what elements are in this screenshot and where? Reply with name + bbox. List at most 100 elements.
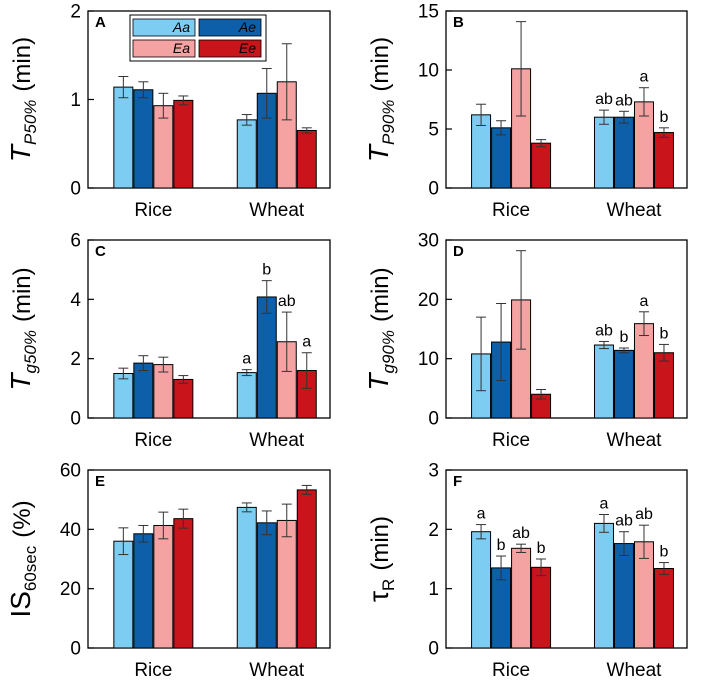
significance-label: ab [615, 513, 633, 530]
bar-ea-wheat [633, 323, 654, 419]
y-tick-label: 2 [70, 349, 81, 370]
y-tick-label: 0 [70, 179, 81, 200]
y-axis-label: TP90% (min) [363, 37, 398, 162]
plot-frame [87, 239, 331, 419]
panel-e: 0 20 40 60 E IS60sec (%) Rice Wheat [5, 461, 331, 681]
bar-ae-wheat [256, 522, 277, 649]
x-category-label: Wheat [607, 660, 663, 681]
x-category-label: Rice [134, 430, 172, 451]
y-tick-label: 1 [70, 90, 81, 111]
bar-ee-wheat [653, 352, 674, 419]
bar-aa-wheat [593, 116, 614, 189]
panel-letter: E [95, 473, 105, 490]
bar-ee-wheat [296, 129, 317, 189]
y-tick-label: 0 [70, 639, 81, 660]
significance-label: b [620, 329, 629, 346]
significance-label: a [640, 293, 649, 310]
x-category-label: Rice [492, 430, 530, 451]
bar-ee-rice [531, 142, 552, 189]
bar-ee-rice [173, 378, 194, 419]
bar-ae-rice [133, 362, 154, 419]
significance-label: b [497, 537, 506, 554]
significance-label: ab [635, 506, 653, 523]
bar-ea-rice [153, 364, 174, 419]
legend-swatch-ee [198, 39, 262, 58]
y-axis-label: TP50% (min) [5, 37, 40, 162]
bar-ea-wheat [276, 519, 297, 649]
bar-ae-rice [491, 127, 512, 189]
significance-label: b [660, 325, 669, 342]
y-tick-label: 1 [428, 579, 439, 600]
y-axis-label-unit: (min) [9, 267, 36, 322]
y-tick-label: 0 [70, 409, 81, 430]
y-axis-label-subscript: P90% [379, 100, 398, 145]
y-tick-label: 0 [428, 639, 439, 660]
bar-aa-wheat [236, 372, 257, 419]
x-category-label: Wheat [249, 430, 305, 451]
y-tick-label: 5 [428, 120, 439, 141]
y-axis-label-main: T [363, 143, 394, 162]
x-category-label: Rice [492, 200, 530, 221]
x-category-label: Wheat [607, 430, 663, 451]
y-tick-label: 2 [428, 520, 439, 541]
legend-label-ea: Ea [173, 40, 190, 56]
legend-swatch-ea [132, 39, 196, 58]
x-category-label: Rice [492, 660, 530, 681]
y-tick-label: 20 [60, 579, 81, 600]
significance-label: ab [512, 525, 530, 542]
y-axis-label-subscript: g90% [379, 330, 398, 373]
bar-ea-rice [511, 547, 532, 649]
bar-ea-rice [153, 524, 174, 649]
y-axis-label: τR (min) [363, 516, 398, 602]
legend-label-ae: Ae [238, 19, 256, 35]
y-tick-label: 20 [418, 290, 439, 311]
significance-label: ab [595, 322, 613, 339]
bar-ee-rice [173, 518, 194, 649]
y-axis-label-subscript: g50% [21, 330, 40, 373]
significance-label: ab [595, 91, 613, 108]
y-tick-label: 60 [60, 461, 81, 482]
y-tick-label: 3 [428, 461, 439, 482]
bar-ae-wheat [613, 349, 634, 419]
significance-label: a [477, 506, 486, 523]
bar-ae-rice [133, 89, 154, 189]
bar-aa-rice [113, 373, 134, 419]
bar-ae-rice [133, 533, 154, 649]
panel-letter: D [453, 243, 464, 260]
plot-frame [445, 239, 688, 419]
bar-ee-wheat [653, 132, 674, 189]
y-axis-label-main: T [5, 372, 36, 391]
y-tick-label: 40 [60, 520, 81, 541]
x-category-label: Wheat [249, 200, 305, 221]
y-axis-label-unit: (%) [9, 500, 36, 537]
plot-frame [445, 10, 688, 189]
significance-label: a [242, 351, 251, 368]
y-axis-label-main: IS [5, 591, 36, 617]
bar-aa-wheat [236, 119, 257, 189]
y-axis-label-unit: (min) [367, 267, 394, 322]
significance-label: b [660, 109, 669, 126]
bar-aa-rice [113, 540, 134, 649]
legend: Aa Ae Ea Ee [129, 14, 267, 62]
bar-ee-wheat [653, 567, 674, 649]
y-tick-label: 6 [70, 231, 81, 252]
y-axis-label: Tg90% (min) [363, 267, 398, 390]
y-tick-label: 10 [418, 349, 439, 370]
y-tick-label: 10 [418, 61, 439, 82]
bar-ee-rice [531, 566, 552, 649]
bar-aa-wheat [593, 522, 614, 649]
significance-label: a [640, 69, 649, 86]
y-axis-label-unit: (min) [367, 37, 394, 92]
significance-label: a [600, 496, 609, 513]
y-tick-label: 0 [428, 409, 439, 430]
y-tick-label: 4 [70, 290, 81, 311]
bar-ee-rice [173, 99, 194, 189]
x-category-label: Rice [134, 660, 172, 681]
bar-aa-wheat [593, 344, 614, 419]
panel-letter: C [95, 243, 106, 260]
x-category-label: Wheat [249, 660, 305, 681]
